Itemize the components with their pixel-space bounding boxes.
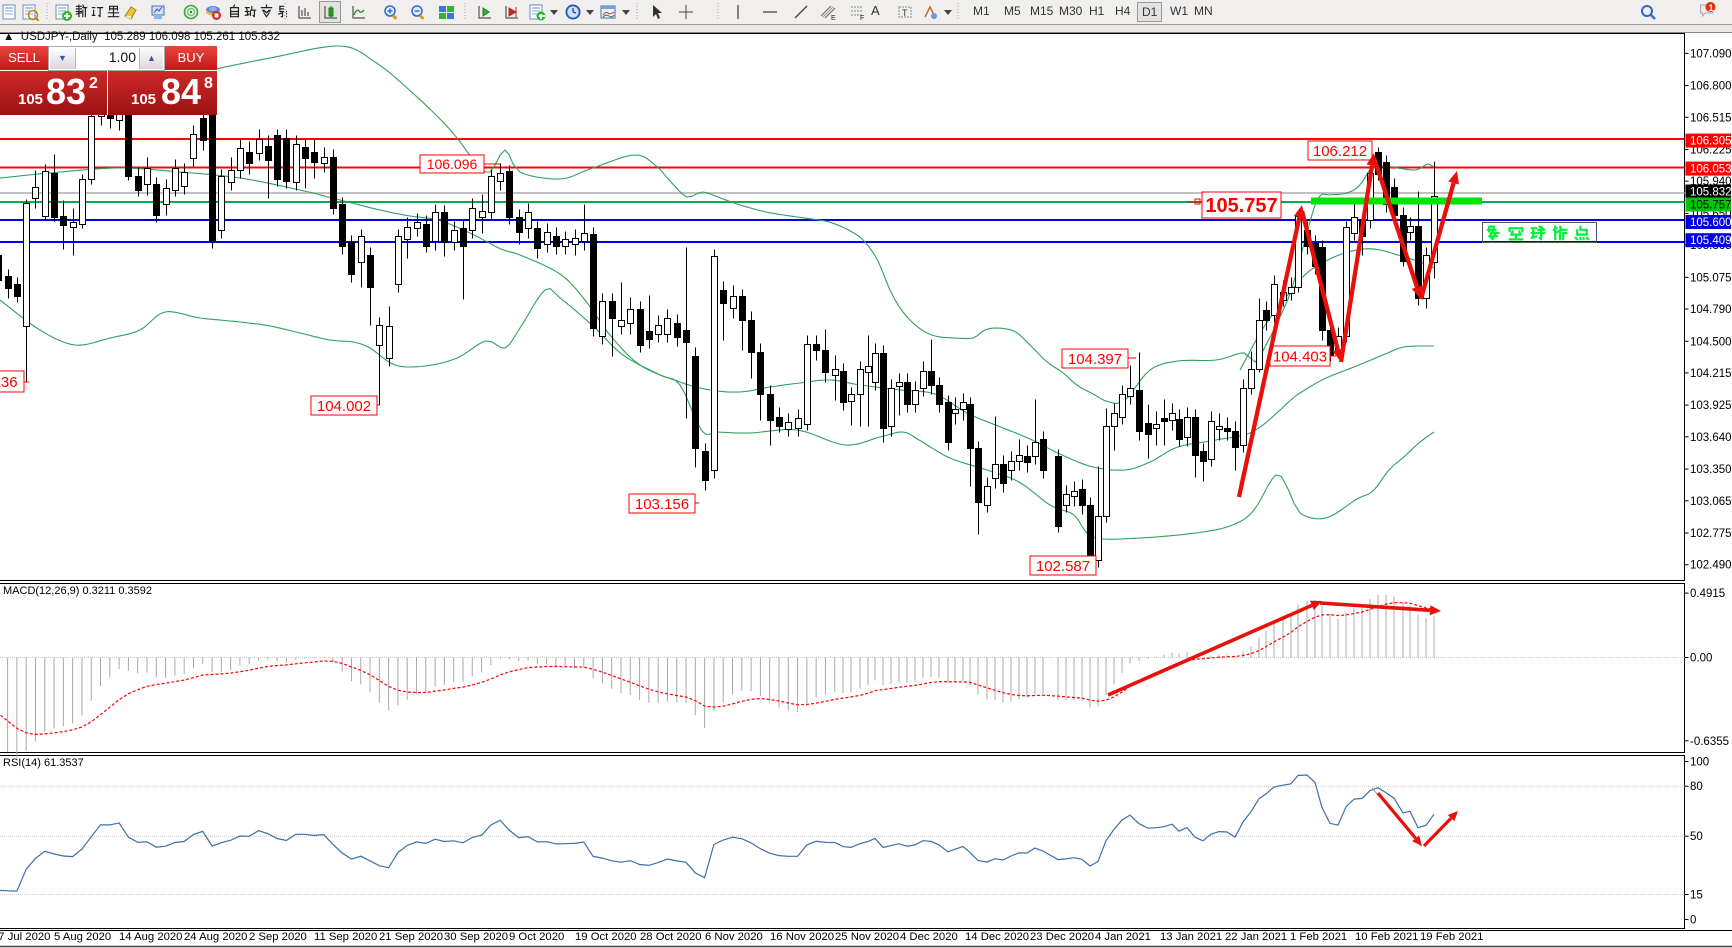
svg-text:50: 50 (1690, 831, 1703, 843)
svg-text:9 Oct 2020: 9 Oct 2020 (509, 931, 564, 943)
svg-text:105.075: 105.075 (1690, 272, 1732, 284)
svg-text:106.515: 106.515 (1690, 112, 1732, 124)
svg-text:4 Jan 2021: 4 Jan 2021 (1095, 931, 1151, 943)
svg-text:107.090: 107.090 (1690, 48, 1732, 60)
svg-text:2 Sep 2020: 2 Sep 2020 (249, 931, 307, 943)
svg-text:0.4915: 0.4915 (1690, 588, 1725, 600)
svg-text:104.397: 104.397 (1068, 351, 1122, 368)
svg-text:19 Feb 2021: 19 Feb 2021 (1420, 931, 1483, 943)
svg-text:105.409: 105.409 (1690, 235, 1732, 247)
svg-text:6 Nov 2020: 6 Nov 2020 (705, 931, 763, 943)
svg-text:21 Sep 2020: 21 Sep 2020 (379, 931, 443, 943)
svg-text:104.002: 104.002 (317, 398, 371, 415)
svg-text:19 Oct 2020: 19 Oct 2020 (575, 931, 637, 943)
svg-text:5 Aug 2020: 5 Aug 2020 (54, 931, 111, 943)
svg-text:80: 80 (1690, 781, 1703, 793)
svg-text:102.775: 102.775 (1690, 528, 1732, 540)
svg-text:1 Feb 2021: 1 Feb 2021 (1290, 931, 1347, 943)
svg-text:106.212: 106.212 (1313, 143, 1367, 160)
svg-text:1: 1 (1709, 3, 1714, 13)
svg-text:15: 15 (1690, 890, 1703, 902)
svg-text:103.350: 103.350 (1690, 464, 1732, 476)
svg-text:13 Jan 2021: 13 Jan 2021 (1160, 931, 1222, 943)
svg-text:105.600: 105.600 (1690, 217, 1732, 229)
svg-text:0: 0 (1690, 915, 1696, 927)
svg-text:106.096: 106.096 (427, 156, 478, 172)
svg-text:24 Aug 2020: 24 Aug 2020 (184, 931, 247, 943)
svg-text:4 Dec 2020: 4 Dec 2020 (900, 931, 958, 943)
svg-text:105.757: 105.757 (1205, 195, 1277, 217)
svg-text:14 Aug 2020: 14 Aug 2020 (119, 931, 182, 943)
svg-text:27 Jul 2020: 27 Jul 2020 (0, 931, 50, 943)
svg-text:-0.6355: -0.6355 (1690, 736, 1729, 748)
svg-text:104.215: 104.215 (1690, 368, 1732, 380)
svg-text:104.790: 104.790 (1690, 304, 1732, 316)
svg-text:103.156: 103.156 (635, 496, 689, 513)
svg-text:11 Sep 2020: 11 Sep 2020 (314, 931, 377, 943)
svg-text:23 Dec 2020: 23 Dec 2020 (1030, 931, 1094, 943)
svg-text:16 Nov 2020: 16 Nov 2020 (770, 931, 834, 943)
svg-text:RSI(14) 61.3537: RSI(14) 61.3537 (3, 757, 84, 769)
svg-text:102.587: 102.587 (1036, 558, 1090, 575)
svg-text:28 Oct 2020: 28 Oct 2020 (640, 931, 702, 943)
svg-text:105.757: 105.757 (1690, 200, 1732, 212)
svg-text:22 Jan 2021: 22 Jan 2021 (1225, 931, 1287, 943)
svg-text:103.065: 103.065 (1690, 496, 1732, 508)
svg-text:30 Sep 2020: 30 Sep 2020 (444, 931, 508, 943)
svg-text:25 Nov 2020: 25 Nov 2020 (835, 931, 899, 943)
svg-text:103.925: 103.925 (1690, 400, 1732, 412)
svg-text:104.403: 104.403 (1273, 348, 1327, 365)
svg-text:104.136: 104.136 (0, 374, 18, 391)
svg-text:T: T (902, 8, 908, 18)
svg-text:106.053: 106.053 (1690, 164, 1732, 176)
svg-text:106.800: 106.800 (1690, 81, 1732, 93)
svg-text:14 Dec 2020: 14 Dec 2020 (965, 931, 1029, 943)
svg-text:F: F (860, 15, 864, 21)
svg-text:105.832: 105.832 (1690, 187, 1732, 199)
svg-text:103.640: 103.640 (1690, 432, 1732, 444)
svg-text:0.00: 0.00 (1690, 653, 1712, 665)
svg-text:E: E (831, 15, 836, 21)
svg-text:MACD(12,26,9) 0.3211 0.3592: MACD(12,26,9) 0.3211 0.3592 (3, 585, 152, 597)
svg-text:106.305: 106.305 (1690, 136, 1732, 148)
svg-text:100: 100 (1690, 757, 1709, 769)
svg-text:10 Feb 2021: 10 Feb 2021 (1355, 931, 1418, 943)
svg-text:104.500: 104.500 (1690, 336, 1732, 348)
svg-text:102.490: 102.490 (1690, 560, 1732, 572)
